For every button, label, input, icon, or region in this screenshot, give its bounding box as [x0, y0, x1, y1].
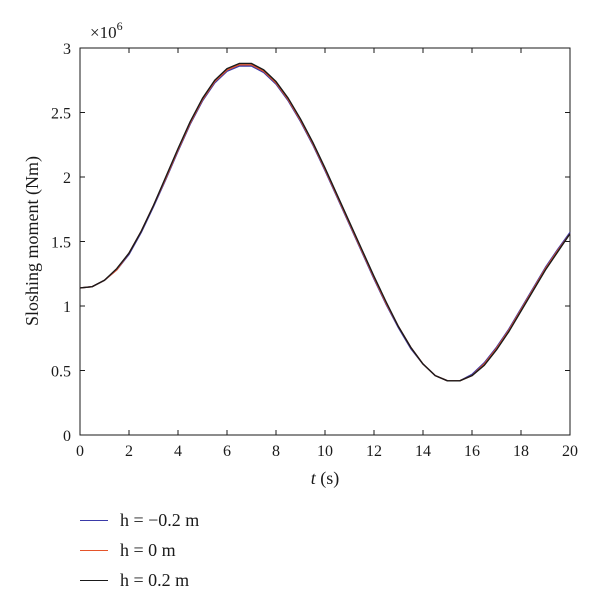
legend-label: h = 0.2 m — [120, 569, 190, 590]
y-tick-label: 0 — [63, 428, 71, 445]
y-tick-label: 0.5 — [51, 364, 71, 381]
legend-item: h = 0 m — [80, 535, 199, 565]
x-tick-label: 12 — [366, 443, 382, 460]
legend-swatch — [80, 519, 108, 521]
x-axis-label: t (s) — [311, 468, 340, 489]
y-multiplier: ×106 — [90, 19, 123, 42]
axis-ticks: 0 2 4 6 8 10 12 14 16 18 20 0 0.5 1 1.5 2 2.5 3 — [51, 41, 578, 460]
x-tick-label: 16 — [464, 443, 480, 460]
legend-label: h = 0 m — [120, 539, 176, 560]
y-tick-label: 2 — [63, 170, 71, 187]
x-tick-label: 8 — [272, 443, 280, 460]
legend-swatch — [80, 549, 108, 551]
legend-label: h = −0.2 m — [120, 509, 200, 530]
plot-area — [79, 47, 571, 436]
legend-swatch — [80, 579, 108, 581]
x-tick-label: 4 — [174, 443, 182, 460]
series-line — [79, 62, 571, 382]
x-tick-label: 10 — [317, 443, 333, 460]
legend-item: h = 0.2 m — [80, 565, 199, 595]
legend: h = −0.2 m h = 0 m h = 0.2 m — [80, 505, 199, 595]
legend-item: h = −0.2 m — [80, 505, 199, 535]
x-tick-label: 2 — [125, 443, 133, 460]
x-tick-label: 6 — [223, 443, 231, 460]
y-axis-label: Sloshing moment (Nm) — [22, 156, 43, 326]
y-tick-label: 2.5 — [51, 106, 71, 123]
x-tick-label: 14 — [415, 443, 431, 460]
x-tick-label: 18 — [513, 443, 529, 460]
y-tick-label: 1 — [63, 299, 71, 316]
x-tick-label: 20 — [562, 443, 578, 460]
series-lines — [79, 62, 571, 382]
y-tick-label: 3 — [63, 41, 71, 58]
y-tick-label: 1.5 — [51, 235, 71, 252]
x-tick-label: 0 — [76, 443, 84, 460]
